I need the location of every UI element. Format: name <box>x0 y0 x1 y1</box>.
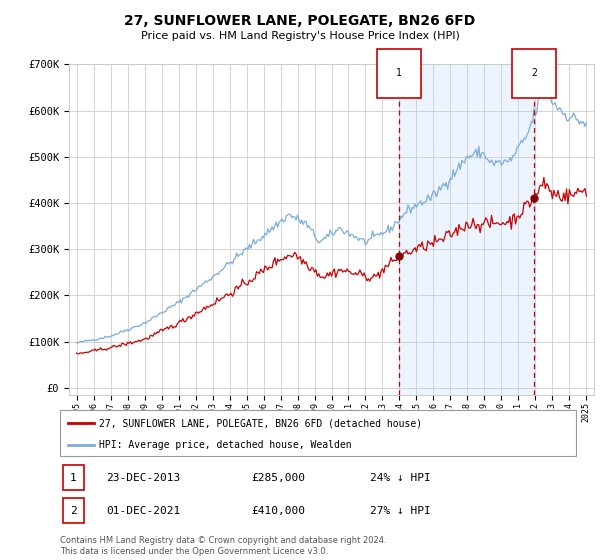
Text: 2: 2 <box>531 68 537 78</box>
Text: HPI: Average price, detached house, Wealden: HPI: Average price, detached house, Weal… <box>98 440 352 450</box>
Bar <box>62 498 84 523</box>
Text: 24% ↓ HPI: 24% ↓ HPI <box>370 473 430 483</box>
Text: £410,000: £410,000 <box>251 506 305 516</box>
Text: Contains HM Land Registry data © Crown copyright and database right 2024.
This d: Contains HM Land Registry data © Crown c… <box>60 536 386 556</box>
Text: 01-DEC-2021: 01-DEC-2021 <box>106 506 181 516</box>
Text: 27, SUNFLOWER LANE, POLEGATE, BN26 6FD (detached house): 27, SUNFLOWER LANE, POLEGATE, BN26 6FD (… <box>98 418 422 428</box>
Text: 27% ↓ HPI: 27% ↓ HPI <box>370 506 430 516</box>
Text: 1: 1 <box>396 68 402 78</box>
Bar <box>62 465 84 490</box>
Text: £285,000: £285,000 <box>251 473 305 483</box>
Text: 27, SUNFLOWER LANE, POLEGATE, BN26 6FD: 27, SUNFLOWER LANE, POLEGATE, BN26 6FD <box>124 14 476 28</box>
Text: 1: 1 <box>70 473 77 483</box>
Text: Price paid vs. HM Land Registry's House Price Index (HPI): Price paid vs. HM Land Registry's House … <box>140 31 460 41</box>
Bar <box>399 64 534 395</box>
Text: 23-DEC-2013: 23-DEC-2013 <box>106 473 181 483</box>
Text: 2: 2 <box>70 506 77 516</box>
